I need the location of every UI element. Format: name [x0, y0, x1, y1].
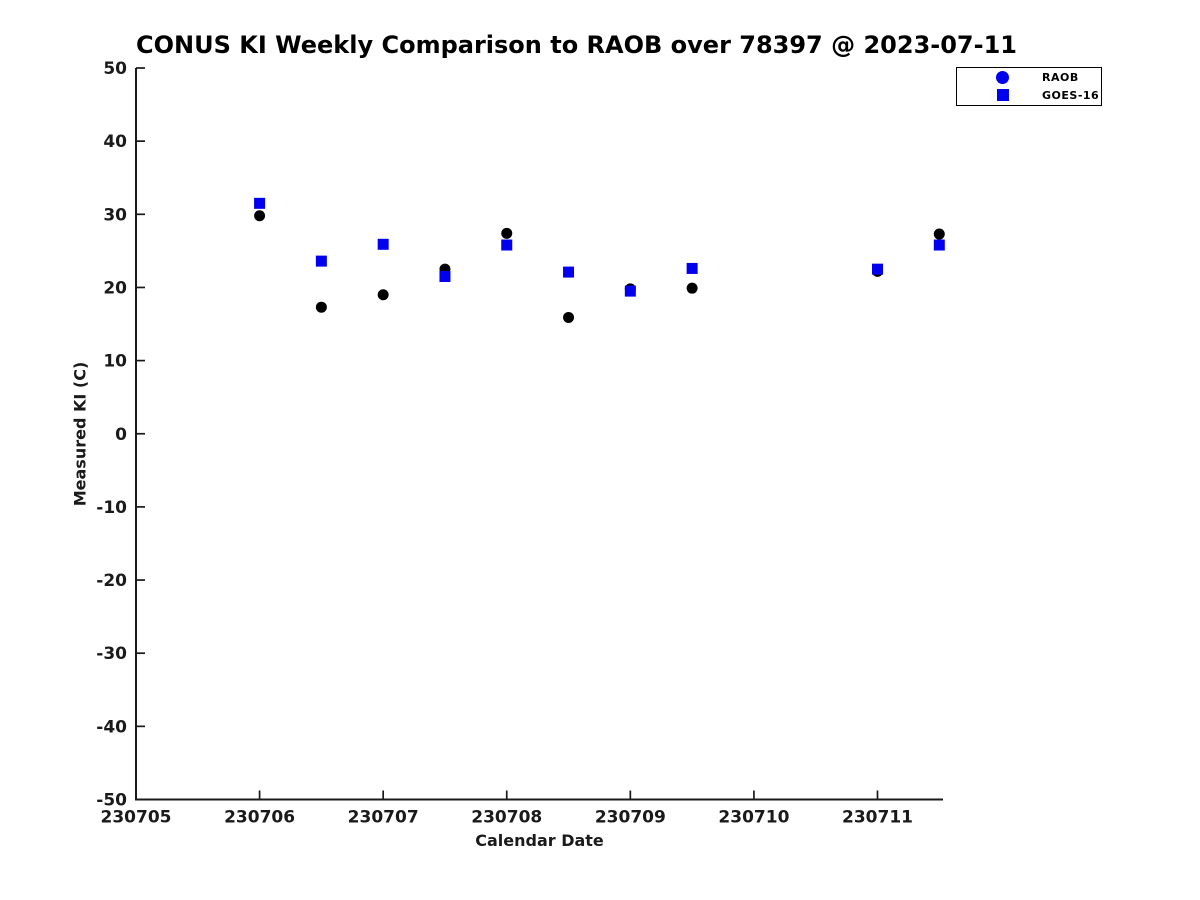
goes16-data-point	[439, 270, 451, 282]
goes16-data-point	[377, 238, 389, 250]
goes16-data-point	[254, 197, 266, 209]
x-tick-label: 230707	[348, 808, 419, 828]
x-tick-label: 230708	[471, 808, 542, 828]
x-tick-label: 230711	[842, 808, 913, 828]
raob-circle-marker-icon	[996, 71, 1009, 85]
x-tick-label: 230710	[718, 808, 789, 828]
y-tick-label: -30	[96, 644, 127, 664]
goes16-data-point	[686, 262, 698, 274]
raob-data-point	[686, 282, 698, 294]
y-tick-label: 40	[103, 132, 127, 152]
y-tick-label: 20	[103, 278, 127, 298]
goes16-square-marker-icon	[997, 89, 1009, 102]
x-tick-label: 230705	[101, 808, 172, 828]
y-tick-label: -20	[96, 571, 127, 591]
raob-data-point	[563, 311, 575, 323]
goes16-data-point	[624, 285, 636, 297]
y-tick-label: 50	[103, 59, 127, 79]
goes16-data-point	[872, 263, 884, 275]
y-tick-label: -10	[96, 498, 127, 518]
legend-entry-goes16: GOES-16	[957, 87, 1101, 103]
legend-label-raob: RAOB	[1042, 71, 1079, 85]
raob-data-point	[254, 210, 266, 222]
raob-data-point	[315, 301, 327, 313]
legend-label-goes16: GOES-16	[1042, 88, 1100, 102]
goes16-data-point	[933, 239, 945, 251]
chart-title: CONUS KI Weekly Comparison to RAOB over …	[136, 31, 1017, 59]
y-tick-label: 10	[103, 352, 127, 372]
goes16-data-point	[315, 255, 327, 267]
y-tick-label: 30	[103, 205, 127, 225]
x-tick-label: 230706	[224, 808, 295, 828]
raob-data-point	[501, 227, 513, 239]
goes16-data-point	[501, 239, 513, 251]
y-tick-label: 0	[115, 425, 127, 445]
raob-data-point	[933, 228, 945, 240]
legend: RAOB GOES-16	[956, 67, 1102, 106]
raob-data-point	[377, 289, 389, 301]
x-axis-label: Calendar Date	[475, 831, 604, 850]
y-tick-label: -50	[96, 791, 127, 811]
x-tick-label: 230709	[595, 808, 666, 828]
y-tick-label: -40	[96, 717, 127, 737]
goes16-data-point	[563, 266, 575, 278]
legend-entry-raob: RAOB	[957, 70, 1101, 86]
